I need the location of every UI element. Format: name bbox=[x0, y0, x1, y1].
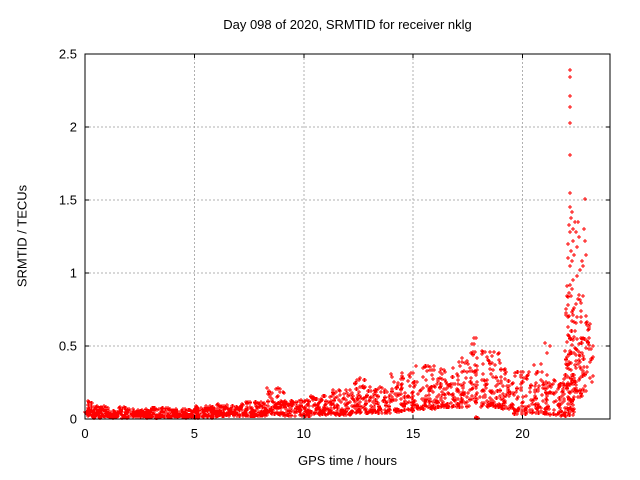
y-tick-label: 2.5 bbox=[59, 47, 77, 62]
chart-title: Day 098 of 2020, SRMTID for receiver nkl… bbox=[223, 17, 472, 32]
x-tick-label: 5 bbox=[191, 426, 198, 441]
y-tick-label: 1.5 bbox=[59, 193, 77, 208]
y-tick-label: 0 bbox=[70, 412, 77, 427]
scatter-points bbox=[83, 68, 595, 420]
x-tick-label: 20 bbox=[515, 426, 529, 441]
plot-border bbox=[84, 53, 611, 420]
x-axis-label: GPS time / hours bbox=[298, 453, 397, 468]
y-tick-label: 1 bbox=[70, 266, 77, 281]
x-tick-label: 15 bbox=[406, 426, 420, 441]
x-tick-label: 0 bbox=[81, 426, 88, 441]
x-tick-label: 10 bbox=[297, 426, 311, 441]
y-tick-label: 0.5 bbox=[59, 339, 77, 354]
y-tick-label: 2 bbox=[70, 120, 77, 135]
